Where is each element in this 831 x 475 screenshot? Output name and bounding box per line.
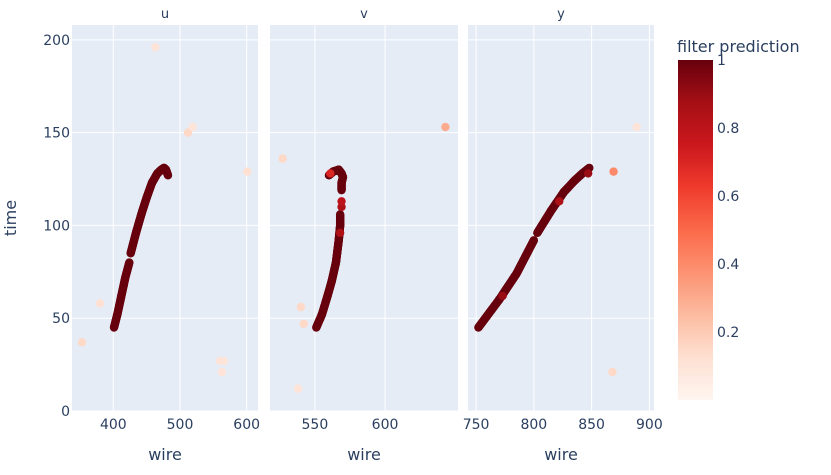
x-tick-label-600: 600 xyxy=(372,417,399,433)
colorbar-tick-label-0.4: 0.4 xyxy=(717,257,739,273)
data-point xyxy=(125,258,134,267)
colorbar-tick-label-0.2: 0.2 xyxy=(717,325,739,341)
data-point xyxy=(299,319,308,328)
facet-title-y: y xyxy=(557,7,565,22)
data-point xyxy=(278,154,287,163)
data-point xyxy=(608,367,617,377)
data-point xyxy=(529,236,539,245)
data-point xyxy=(296,302,306,312)
data-point xyxy=(337,197,346,206)
data-point xyxy=(243,167,252,176)
data-point xyxy=(188,122,197,132)
points-v xyxy=(278,122,450,393)
data-point xyxy=(293,384,303,393)
colorbar: filter prediction 0.2 0.4 0.6 0.8 1 xyxy=(677,37,800,400)
points-u xyxy=(77,43,252,377)
x-axis-title-v: wire xyxy=(347,445,381,464)
panel-u: 400 500 600 wire u xyxy=(72,7,260,464)
data-point xyxy=(335,228,345,238)
y-tick-label-150: 150 xyxy=(43,126,70,142)
x-tick-label-600: 600 xyxy=(233,417,260,433)
colorbar-tick-label-1: 1 xyxy=(717,53,726,69)
plot-background-v xyxy=(270,25,458,411)
y-tick-label-50: 50 xyxy=(52,311,70,327)
data-point xyxy=(326,169,335,178)
panel-y: 750 800 850 900 wire y xyxy=(463,7,663,464)
y-tick-label-200: 200 xyxy=(43,33,70,49)
data-point xyxy=(219,356,229,366)
data-point xyxy=(555,197,564,206)
x-axis-title-u: wire xyxy=(148,445,182,464)
data-point xyxy=(632,122,641,132)
facet-title-u: u xyxy=(161,7,169,22)
data-point xyxy=(441,122,450,132)
y-axis-title: time xyxy=(1,200,20,236)
colorbar-tick-label-0.6: 0.6 xyxy=(717,189,739,205)
x-tick-label-500: 500 xyxy=(167,417,194,433)
y-tick-label-0: 0 xyxy=(61,404,70,420)
data-point xyxy=(151,43,160,52)
points-y xyxy=(474,122,641,377)
data-point xyxy=(583,169,593,178)
x-tick-label-750: 750 xyxy=(463,417,490,433)
panel-v: 550 600 wire v xyxy=(270,7,458,464)
data-point xyxy=(95,299,105,308)
plot-background-u xyxy=(72,25,258,411)
y-tick-label-100: 100 xyxy=(43,218,70,234)
data-point xyxy=(609,167,618,176)
facet-title-v: v xyxy=(360,7,368,22)
x-tick-label-800: 800 xyxy=(520,417,547,433)
data-point xyxy=(335,210,345,219)
colorbar-gradient xyxy=(678,60,713,400)
data-point xyxy=(217,367,227,377)
data-point xyxy=(498,291,507,301)
colorbar-title: filter prediction xyxy=(677,37,800,56)
data-point xyxy=(77,338,87,347)
data-point xyxy=(163,171,173,180)
colorbar-tick-label-0.8: 0.8 xyxy=(717,121,739,137)
x-axis-title-y: wire xyxy=(544,445,578,464)
x-tick-label-900: 900 xyxy=(636,417,663,433)
data-point xyxy=(183,128,193,137)
plot-background-y xyxy=(468,25,654,411)
x-tick-label-550: 550 xyxy=(302,417,329,433)
x-tick-label-400: 400 xyxy=(100,417,127,433)
x-tick-label-850: 850 xyxy=(578,417,605,433)
